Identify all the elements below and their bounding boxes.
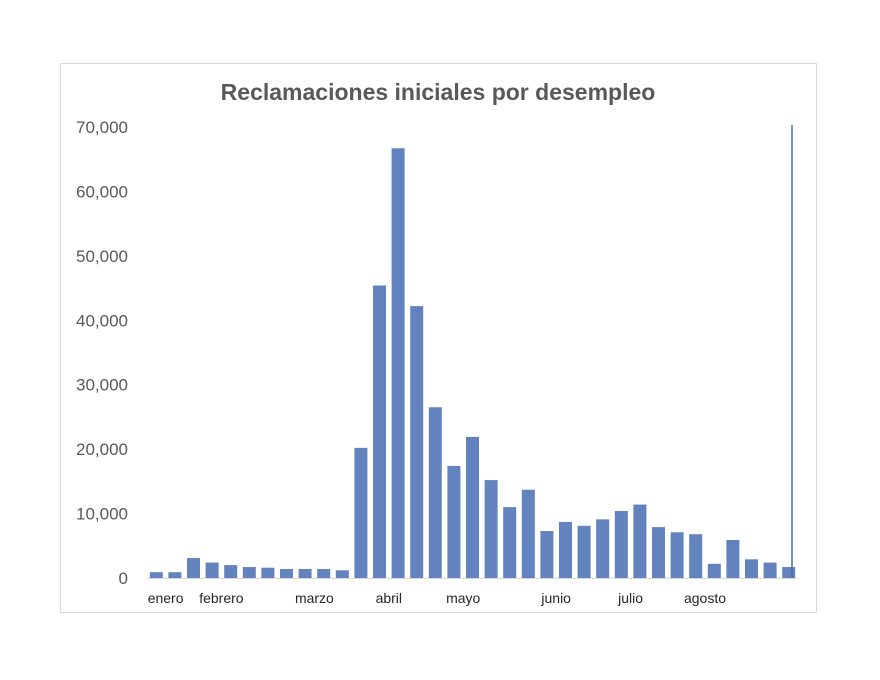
x-tick-label: enero: [148, 590, 184, 606]
x-tick-label: junio: [540, 590, 571, 606]
x-tick-label: marzo: [295, 590, 334, 606]
bar: [354, 447, 368, 578]
y-tick-label: 50,000: [76, 247, 128, 266]
y-axis-labels: 0 10,000 20,000 30,000 40,000 50,000 60,000 70,…: [76, 118, 128, 588]
bar: [149, 572, 163, 578]
bar: [261, 567, 275, 578]
bar: [577, 525, 591, 578]
bar: [447, 465, 461, 578]
bar: [596, 519, 610, 578]
chart-title: Reclamaciones iniciales por desempleo: [221, 79, 656, 105]
bar: [503, 507, 517, 578]
x-tick-label: mayo: [446, 590, 480, 606]
y-tick-label: 40,000: [76, 311, 128, 330]
bar: [428, 407, 442, 578]
bar: [186, 558, 201, 578]
bar: [558, 521, 573, 578]
bar: [242, 567, 256, 578]
x-tick-label: julio: [617, 590, 643, 606]
bar: [335, 570, 349, 578]
x-tick-label: agosto: [684, 590, 726, 606]
bar: [465, 436, 480, 578]
x-tick-label: febrero: [199, 590, 244, 606]
bar: [205, 562, 219, 578]
x-axis-labels: enero febrero marzo abril mayo junio julio agos…: [148, 590, 727, 606]
bar: [279, 568, 294, 578]
bar: [372, 285, 387, 578]
bar: [633, 504, 647, 578]
bar: [614, 510, 628, 578]
x-tick-label: abril: [376, 590, 402, 606]
bar: [484, 480, 498, 578]
bar: [410, 306, 424, 578]
bar: [168, 572, 182, 578]
y-tick-label: 30,000: [76, 376, 128, 395]
bar: [224, 565, 238, 578]
bar: [707, 563, 721, 578]
bar: [744, 559, 759, 578]
bar: [391, 148, 405, 578]
y-tick-label: 0: [119, 569, 128, 588]
bar: [298, 568, 312, 578]
y-tick-label: 70,000: [76, 118, 128, 137]
bars-group: [149, 148, 796, 578]
y-tick-label: 60,000: [76, 182, 128, 201]
y-tick-label: 10,000: [76, 505, 128, 524]
bar: [317, 568, 331, 578]
bar: [726, 539, 740, 578]
bar: [689, 534, 703, 578]
bar: [670, 532, 684, 578]
bar: [540, 530, 554, 578]
bar: [651, 527, 666, 578]
bar: [782, 567, 796, 578]
bar: [763, 562, 777, 578]
y-tick-label: 20,000: [76, 440, 128, 459]
bar: [521, 489, 535, 578]
